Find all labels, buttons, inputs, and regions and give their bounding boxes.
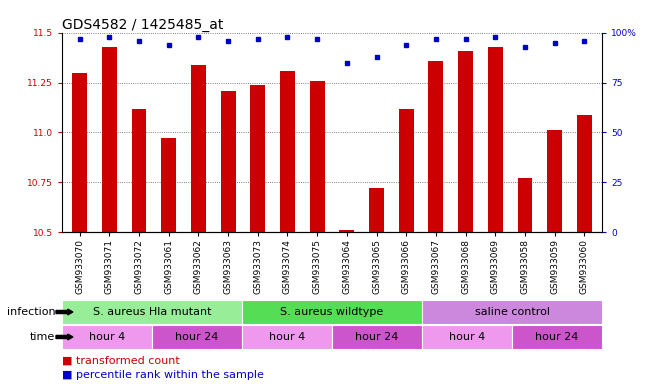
Text: time: time bbox=[30, 332, 55, 342]
Text: GDS4582 / 1425485_at: GDS4582 / 1425485_at bbox=[62, 18, 223, 31]
Bar bbox=[332, 325, 422, 349]
Text: ■ percentile rank within the sample: ■ percentile rank within the sample bbox=[62, 370, 264, 380]
Bar bbox=[221, 91, 236, 232]
Bar bbox=[422, 300, 602, 324]
Text: hour 4: hour 4 bbox=[449, 332, 485, 342]
Text: hour 4: hour 4 bbox=[269, 332, 305, 342]
Bar bbox=[161, 139, 176, 232]
Text: hour 24: hour 24 bbox=[175, 332, 219, 342]
Bar bbox=[102, 46, 117, 232]
Bar bbox=[488, 46, 503, 232]
Bar bbox=[62, 325, 152, 349]
Bar bbox=[191, 65, 206, 232]
Bar bbox=[242, 325, 332, 349]
Bar bbox=[251, 84, 265, 232]
Bar bbox=[399, 109, 413, 232]
Bar bbox=[369, 189, 384, 232]
Bar bbox=[512, 325, 602, 349]
Text: S. aureus Hla mutant: S. aureus Hla mutant bbox=[92, 307, 211, 317]
Bar bbox=[62, 300, 242, 324]
Text: hour 4: hour 4 bbox=[89, 332, 125, 342]
Bar bbox=[458, 51, 473, 232]
Bar bbox=[280, 71, 295, 232]
Bar bbox=[310, 81, 325, 232]
Bar bbox=[518, 179, 533, 232]
Bar bbox=[422, 325, 512, 349]
Bar bbox=[72, 73, 87, 232]
Bar bbox=[547, 131, 562, 232]
Bar bbox=[339, 230, 354, 232]
Bar bbox=[132, 109, 146, 232]
Text: hour 24: hour 24 bbox=[536, 332, 579, 342]
Bar bbox=[242, 300, 422, 324]
Text: ■ transformed count: ■ transformed count bbox=[62, 356, 180, 366]
Bar bbox=[428, 61, 443, 232]
Text: saline control: saline control bbox=[475, 307, 549, 317]
Bar bbox=[152, 325, 242, 349]
Text: infection: infection bbox=[7, 307, 55, 317]
Text: S. aureus wildtype: S. aureus wildtype bbox=[281, 307, 383, 317]
Text: hour 24: hour 24 bbox=[355, 332, 398, 342]
Bar bbox=[577, 114, 592, 232]
